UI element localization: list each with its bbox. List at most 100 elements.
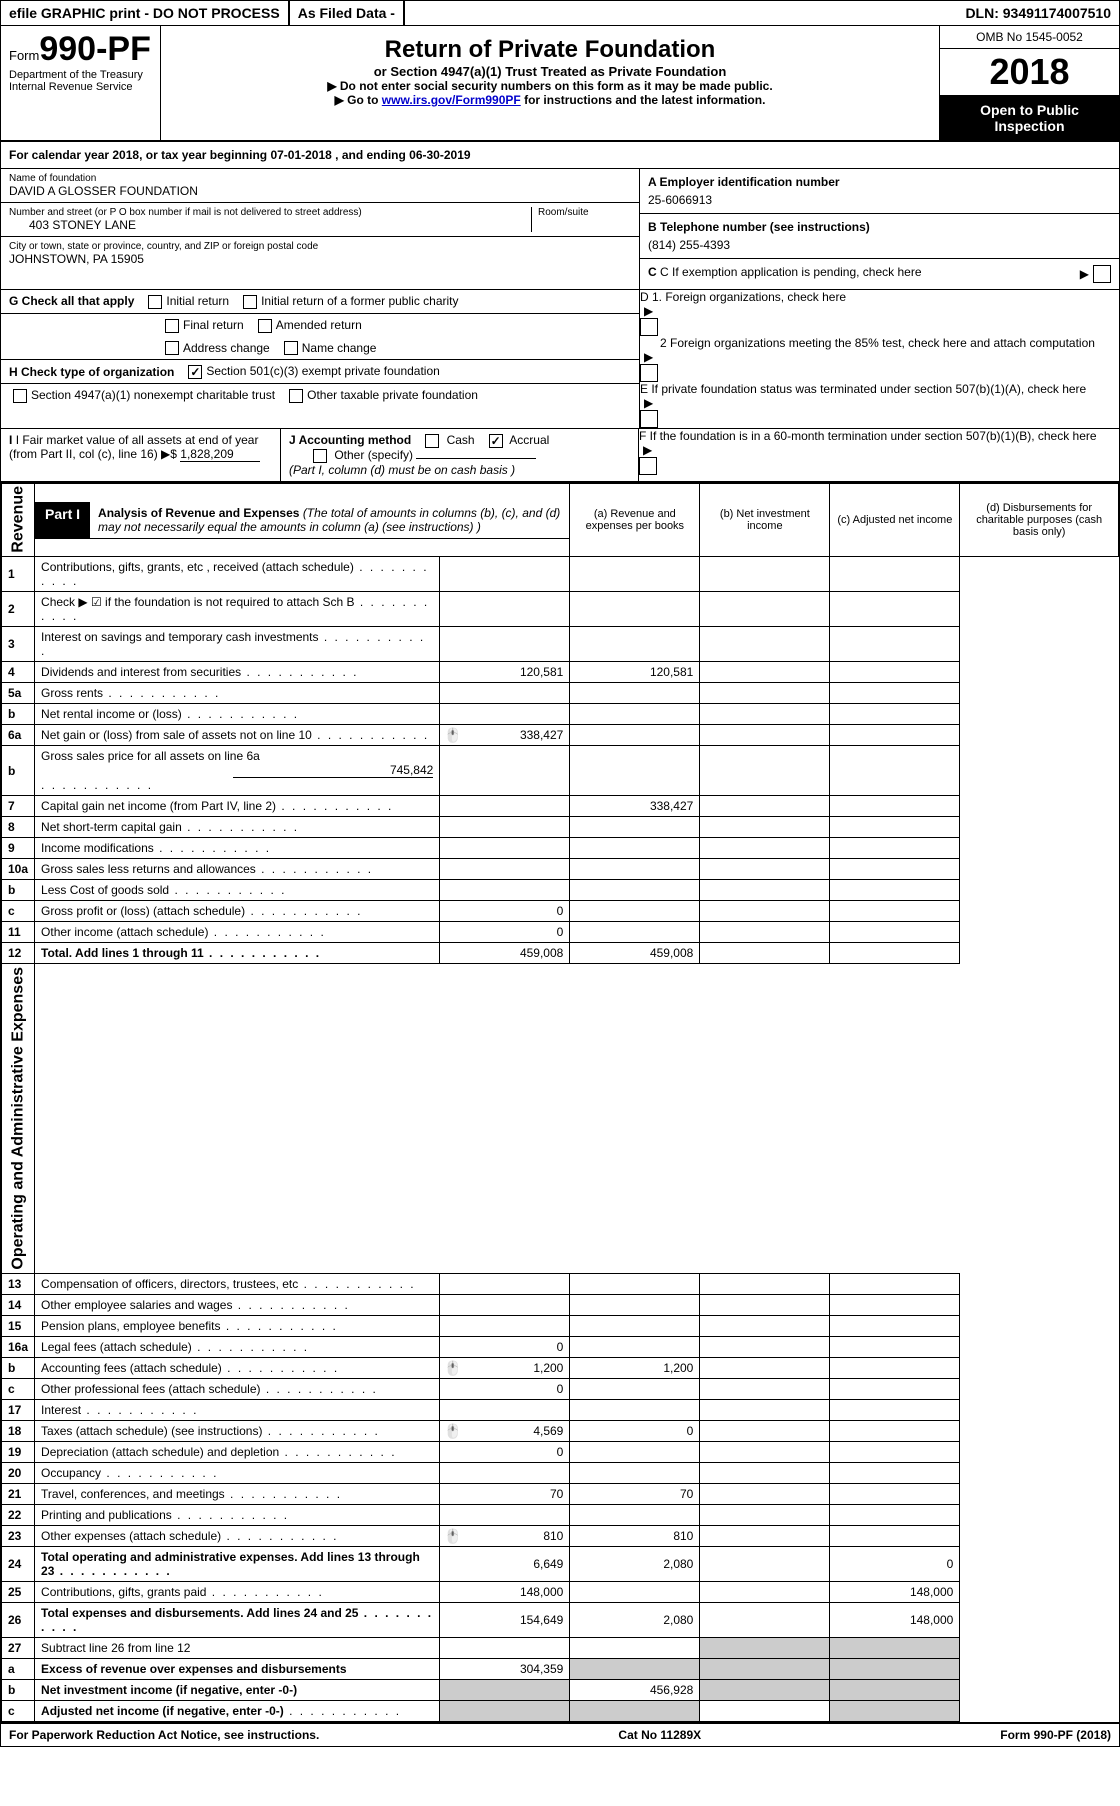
fmv-value: 1,828,209 [180,447,260,462]
line-27a: Excess of revenue over expenses and disb… [35,1658,440,1679]
checkbox-other-taxable[interactable] [289,389,303,403]
line-desc: Depreciation (attach schedule) and deple… [35,1441,440,1462]
col-b-value [570,838,700,859]
line-desc: Compensation of officers, directors, tru… [35,1273,440,1294]
col-d-value [830,1315,960,1336]
attachment-icon[interactable]: 🖱️ [444,1528,461,1545]
col-d-value [830,1420,960,1441]
col-a-value [440,1273,570,1294]
part1-title: Analysis of Revenue and Expenses (The to… [90,502,569,538]
checkbox-initial-former[interactable] [243,295,257,309]
col-c-value [700,859,830,880]
line-desc: Gross sales less returns and allowances [35,859,440,880]
checkbox-amended[interactable] [258,319,272,333]
col-d-value [830,1462,960,1483]
line-desc: Interest on savings and temporary cash i… [35,627,440,662]
col-a-value: 🖱️1,200 [440,1357,570,1378]
col-c-value [700,1357,830,1378]
col-c-value [700,1581,830,1602]
checkbox-address[interactable] [165,341,179,355]
omb-number: OMB No 1545-0052 [940,26,1119,49]
col-b-value [570,1441,700,1462]
val-27b: 456,928 [570,1679,700,1700]
goto-line: ▶ Go to www.irs.gov/Form990PF for instru… [171,93,929,107]
checkbox-cash[interactable] [425,434,439,448]
line-no: b [2,704,35,725]
col-c-value [700,704,830,725]
col-b-value: 2,080 [570,1602,700,1637]
city-label: City or town, state or province, country… [9,241,631,252]
col-a-value: 🖱️338,427 [440,725,570,746]
checkbox-initial[interactable] [148,295,162,309]
street-address: 403 STONEY LANE [9,218,531,232]
line-no: 22 [2,1504,35,1525]
irs-link[interactable]: www.irs.gov/Form990PF [382,93,521,107]
col-b-value: 70 [570,1483,700,1504]
attachment-icon[interactable]: 🖱️ [444,1360,461,1377]
attachment-icon[interactable]: 🖱️ [444,727,461,744]
checkbox-e[interactable] [640,410,658,428]
col-a-value: 6,649 [440,1546,570,1581]
line-no: 23 [2,1525,35,1546]
form-subtitle: or Section 4947(a)(1) Trust Treated as P… [171,64,929,79]
val-27a: 304,359 [440,1658,570,1679]
col-c-value [700,817,830,838]
col-a-value [440,627,570,662]
arrow-icon: ▶ [640,304,1119,318]
col-d-value: 148,000 [830,1602,960,1637]
line-desc: Net short-term capital gain [35,817,440,838]
checkbox-other[interactable] [313,449,327,463]
line-no: 25 [2,1581,35,1602]
col-a-value: 0 [440,1441,570,1462]
col-b-value [570,1294,700,1315]
col-d-value [830,817,960,838]
line-desc: Printing and publications [35,1504,440,1525]
checkbox-d1[interactable] [640,318,658,336]
checkbox-name-change[interactable] [284,341,298,355]
checkbox-final[interactable] [165,319,179,333]
line-desc: Taxes (attach schedule) (see instruction… [35,1420,440,1441]
ein-value: 25-6066913 [648,189,1111,207]
col-b-value [570,1399,700,1420]
col-d-value [830,1273,960,1294]
col-a-value: 0 [440,922,570,943]
phone-value: (814) 255-4393 [648,234,1111,252]
attachment-icon[interactable]: 🖱️ [444,1423,461,1440]
checkbox-501c3[interactable] [188,365,202,379]
col-b-value [570,817,700,838]
line-desc: Interest [35,1399,440,1420]
col-b-value [570,1336,700,1357]
col-b-value [570,1504,700,1525]
checkbox-c[interactable] [1093,265,1111,283]
checkbox-4947[interactable] [13,389,27,403]
col-d-value [830,943,960,964]
arrow-icon: ▶ [1076,267,1093,281]
line-desc: Check ▶ ☑ if the foundation is not requi… [35,592,440,627]
checkbox-f[interactable] [639,457,657,475]
col-d-value [830,1399,960,1420]
col-a-value: 148,000 [440,1581,570,1602]
phone-label: B Telephone number (see instructions) [648,220,1111,234]
line-no: 13 [2,1273,35,1294]
col-a-header: (a) Revenue and expenses per books [570,483,700,557]
col-c-value [700,1420,830,1441]
col-c-value [700,1525,830,1546]
form-header: Form990-PF Department of the Treasury In… [1,26,1119,142]
line-desc: Other professional fees (attach schedule… [35,1378,440,1399]
col-a-value [440,1399,570,1420]
line-no: 24 [2,1546,35,1581]
col-c-value [700,1441,830,1462]
col-b-value: 459,008 [570,943,700,964]
checkbox-accrual[interactable] [489,434,503,448]
checkbox-d2[interactable] [640,364,658,382]
line-no: b [2,746,35,796]
section-c: C C If exemption application is pending,… [648,265,1076,283]
room-label: Room/suite [538,207,631,218]
line-no: 8 [2,817,35,838]
line-no: 20 [2,1462,35,1483]
line-no: 4 [2,662,35,683]
col-c-value [700,725,830,746]
col-b-value [570,683,700,704]
line-desc: Occupancy [35,1462,440,1483]
part1-table: Revenue Part I Analysis of Revenue and E… [1,483,1119,1722]
